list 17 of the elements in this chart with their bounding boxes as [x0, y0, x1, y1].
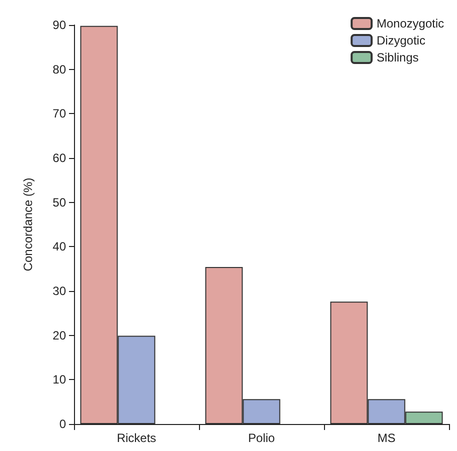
x-tick-label: Rickets [116, 431, 156, 445]
legend-label: Siblings [376, 50, 419, 64]
y-tick-label: 10 [52, 372, 66, 387]
y-tick-label: 60 [52, 151, 66, 165]
y-tick-label: 70 [52, 106, 66, 121]
y-axis-title: Concordance (%) [21, 178, 35, 272]
legend-label: Dizygotic [376, 34, 426, 48]
y-tick-label: 80 [52, 62, 66, 76]
y-tick-label: 90 [52, 18, 66, 32]
y-tick-label: 0 [59, 417, 66, 431]
y-tick-label: 50 [52, 195, 66, 210]
y-tick-label: 20 [52, 328, 66, 342]
x-tick-label: Polio [248, 431, 276, 445]
y-tick-label: 40 [52, 240, 66, 254]
x-tick-label: MS [378, 431, 396, 445]
y-tick-label: 30 [52, 284, 66, 298]
legend-label: Monozygotic [376, 16, 444, 30]
